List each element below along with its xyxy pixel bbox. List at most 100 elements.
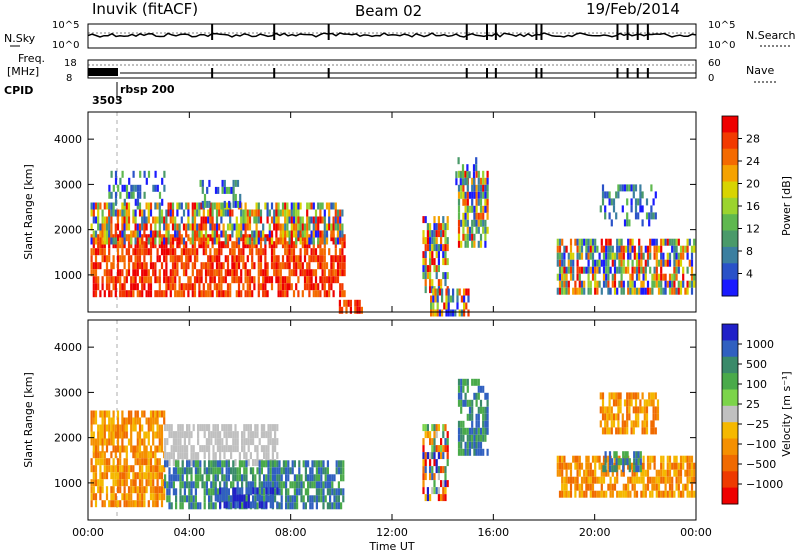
echo-cell <box>97 438 100 446</box>
echo-cell <box>616 287 619 295</box>
echo-cell <box>616 490 619 498</box>
echo-cell <box>424 237 427 245</box>
echo-cell <box>608 392 611 400</box>
echo-cell <box>192 481 195 489</box>
echo-cell <box>229 248 232 256</box>
echo-cell <box>127 472 131 480</box>
echo-cell <box>635 458 638 466</box>
echo-cell <box>121 424 124 432</box>
echo-cell <box>226 290 230 298</box>
colorbar-segment <box>722 405 738 423</box>
echo-cell <box>145 276 148 284</box>
echo-cell <box>445 309 448 317</box>
echo-cell <box>634 420 638 428</box>
echo-cell <box>315 488 318 496</box>
echo-cell <box>242 248 245 256</box>
echo-cell <box>116 458 120 466</box>
echo-cell <box>227 501 231 509</box>
echo-cell <box>422 258 425 266</box>
echo-cell <box>201 179 204 187</box>
echo-cell <box>472 178 476 186</box>
echo-cell <box>675 266 678 274</box>
echo-cell <box>237 223 241 231</box>
echo-cell <box>630 420 633 428</box>
echo-cell <box>265 460 268 468</box>
echo-cell <box>328 269 331 277</box>
echo-cell <box>620 259 623 267</box>
echo-cell <box>650 184 653 192</box>
echo-cell <box>229 216 232 224</box>
echo-cell <box>180 248 183 256</box>
echo-cell <box>138 241 142 249</box>
echo-cell <box>271 467 274 475</box>
echo-cell <box>652 399 655 407</box>
echo-cell <box>170 502 173 510</box>
echo-cell <box>324 474 327 482</box>
echo-cell <box>169 216 172 224</box>
echo-cell <box>631 287 634 295</box>
echo-cell <box>422 251 425 259</box>
echo-cell <box>462 427 465 435</box>
echo-cell <box>164 445 167 453</box>
echo-cell <box>225 467 228 475</box>
echo-cell <box>569 245 573 253</box>
echo-cell <box>460 295 463 303</box>
echo-cell <box>343 290 346 298</box>
echo-cell <box>626 427 629 435</box>
echo-cell <box>332 237 335 245</box>
echo-cell <box>270 241 274 249</box>
echo-cell <box>132 445 135 453</box>
echo-cell <box>189 248 192 256</box>
echo-cell <box>114 424 117 432</box>
echo-cell <box>325 223 329 231</box>
nsky-panel-frame <box>87 23 697 49</box>
echo-cell <box>310 237 313 245</box>
echo-cell <box>580 287 584 295</box>
echo-cell <box>127 290 131 298</box>
echo-cell <box>225 501 228 509</box>
echo-cell <box>435 251 438 259</box>
echo-cell <box>426 230 429 238</box>
echo-cell <box>424 216 427 224</box>
echo-cell <box>214 431 217 439</box>
echo-cell <box>473 392 476 400</box>
echo-cell <box>600 476 603 484</box>
echo-cell <box>341 262 344 270</box>
echo-cell <box>334 216 337 224</box>
echo-cell <box>193 290 197 298</box>
echo-cell <box>315 474 318 482</box>
echo-cell <box>256 467 259 475</box>
echo-cell <box>643 413 646 421</box>
echo-cell <box>444 272 447 280</box>
echo-cell <box>123 445 126 453</box>
echo-cell <box>266 262 269 270</box>
echo-cell <box>97 202 100 210</box>
echo-cell <box>262 269 265 277</box>
echo-cell <box>143 241 146 249</box>
echo-cell <box>429 452 432 460</box>
echo-cell <box>209 283 212 291</box>
echo-cell <box>274 474 277 482</box>
echo-cell <box>650 427 653 435</box>
echo-cell <box>257 269 260 277</box>
echo-cell <box>635 266 639 274</box>
echo-cell <box>594 259 597 267</box>
echo-cell <box>558 490 562 498</box>
echo-cell <box>475 448 478 456</box>
echo-cell <box>653 462 656 470</box>
echo-cell <box>274 424 277 432</box>
echo-cell <box>324 481 327 489</box>
echo-cell <box>171 209 175 217</box>
echo-cell <box>437 265 440 273</box>
echo-cell <box>291 495 294 503</box>
echo-cell <box>301 230 304 238</box>
echo-cell <box>154 230 157 238</box>
echo-cell <box>686 245 689 253</box>
echo-cell <box>141 209 144 217</box>
echo-cell <box>191 223 194 231</box>
echo-cell <box>168 452 171 460</box>
echo-cell <box>326 460 329 468</box>
echo-cell <box>356 299 359 307</box>
echo-cell <box>218 269 221 277</box>
echo-cell <box>627 252 630 260</box>
